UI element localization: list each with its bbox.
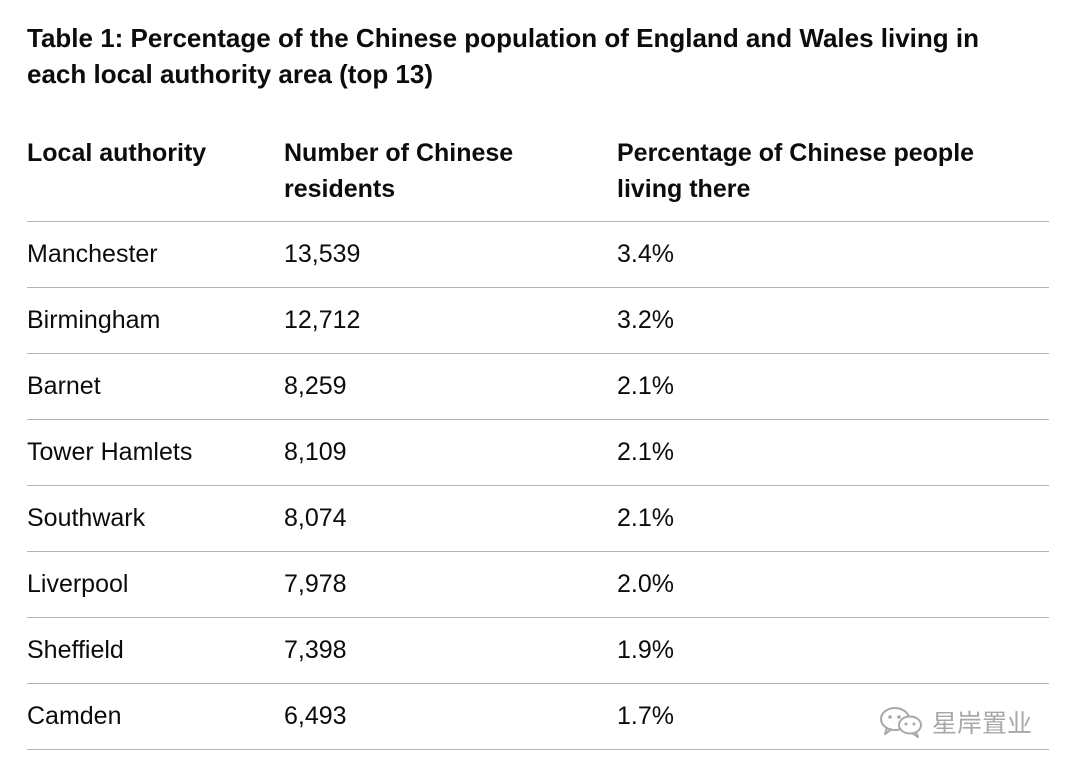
table-row: Tower Hamlets 8,109 2.1% [27,420,1049,486]
cell-residents: 6,493 [284,702,347,730]
cell-percentage: 2.1% [617,372,674,400]
cell-residents: 8,259 [284,372,347,400]
table-row: Barnet 8,259 2.1% [27,354,1049,420]
cell-residents: 7,978 [284,570,347,598]
cell-authority: Sheffield [27,636,124,664]
wechat-icon [878,705,924,739]
table-row: Southwark 8,074 2.1% [27,486,1049,552]
cell-percentage: 3.4% [617,240,674,268]
table-row: Camden 6,493 1.7% [27,684,1049,750]
table-header-row: Local authority Number of Chinese reside… [27,133,1049,222]
table-row: Sheffield 7,398 1.9% [27,618,1049,684]
table-row: Manchester 13,539 3.4% [27,222,1049,288]
cell-authority: Barnet [27,372,101,400]
watermark: 星岸置业 [878,702,1032,742]
watermark-text: 星岸置业 [932,709,1033,738]
cell-percentage: 1.7% [617,702,674,730]
cell-authority: Liverpool [27,570,129,598]
cell-residents: 13,539 [284,240,361,268]
population-table: Local authority Number of Chinese reside… [27,133,1049,750]
cell-percentage: 2.1% [617,504,674,532]
cell-residents: 8,109 [284,438,347,466]
table-row: Liverpool 7,978 2.0% [27,552,1049,618]
cell-residents: 12,712 [284,306,361,334]
cell-authority: Camden [27,702,122,730]
header-local-authority: Local authority [27,139,207,167]
cell-percentage: 2.0% [617,570,674,598]
cell-authority: Southwark [27,504,146,532]
cell-residents: 8,074 [284,504,347,532]
header-percentage: Percentage of Chinese people living ther… [617,139,975,203]
cell-authority: Birmingham [27,306,161,334]
cell-authority: Tower Hamlets [27,438,193,466]
header-number-of-residents: Number of Chinese residents [284,139,514,203]
cell-residents: 7,398 [284,636,347,664]
cell-percentage: 1.9% [617,636,674,664]
cell-percentage: 2.1% [617,438,674,466]
cell-authority: Manchester [27,240,158,268]
cell-percentage: 3.2% [617,306,674,334]
table-row: Birmingham 12,712 3.2% [27,288,1049,354]
table-caption: Table 1: Percentage of the Chinese popul… [27,23,979,89]
